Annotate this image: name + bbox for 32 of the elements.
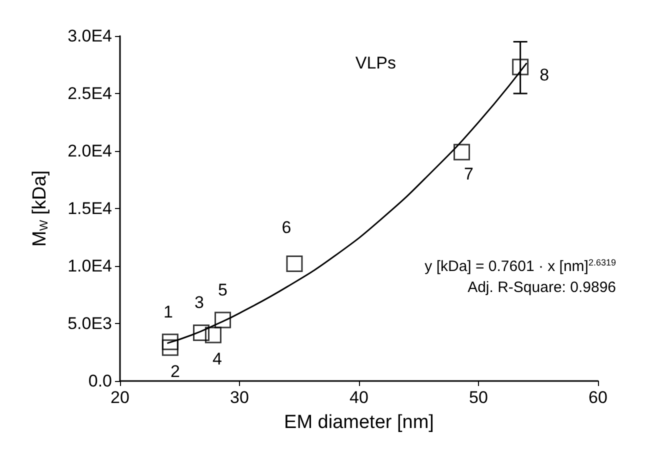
y-tick-label: 2.0E4 (68, 142, 112, 160)
text: VLPs (355, 53, 396, 72)
x-tick-label: 30 (230, 388, 249, 407)
point (214, 312, 232, 328)
annotation: 2 (170, 362, 180, 382)
point (204, 326, 222, 344)
y-tick-label: 1.5E4 (68, 199, 112, 218)
point (454, 144, 470, 160)
x-tick-label: 20 (110, 388, 130, 407)
point (162, 339, 178, 356)
annotation: 4 (212, 350, 222, 368)
y-tick-label: 1.0E4 (68, 256, 112, 276)
y-axis-title: MW [kDa] (29, 170, 50, 247)
point (512, 58, 529, 76)
annotation: Adj. R-Square: 0.9896 (468, 279, 616, 296)
annotation: 5 (218, 280, 228, 300)
annotation: 6 (282, 218, 292, 238)
annotation: 3 (194, 293, 204, 312)
annotation: 8 (540, 66, 550, 85)
y-tick-label: 0.0 (88, 372, 112, 390)
y-tick-label: 2.5E4 (68, 84, 112, 103)
x-tick-label: 60 (588, 388, 608, 407)
annotation: 1 (163, 302, 173, 322)
x-tick-label: 40 (350, 388, 368, 407)
x-axis-title: EM diameter [nm] (284, 412, 434, 433)
y-tick-label: 5.0E3 (68, 314, 112, 333)
annotation: 7 (464, 164, 474, 184)
y-tick-label: 3.0E4 (68, 26, 112, 46)
x-tick-label: 50 (469, 388, 488, 407)
point (193, 324, 210, 341)
point (286, 255, 303, 272)
point (162, 334, 178, 350)
